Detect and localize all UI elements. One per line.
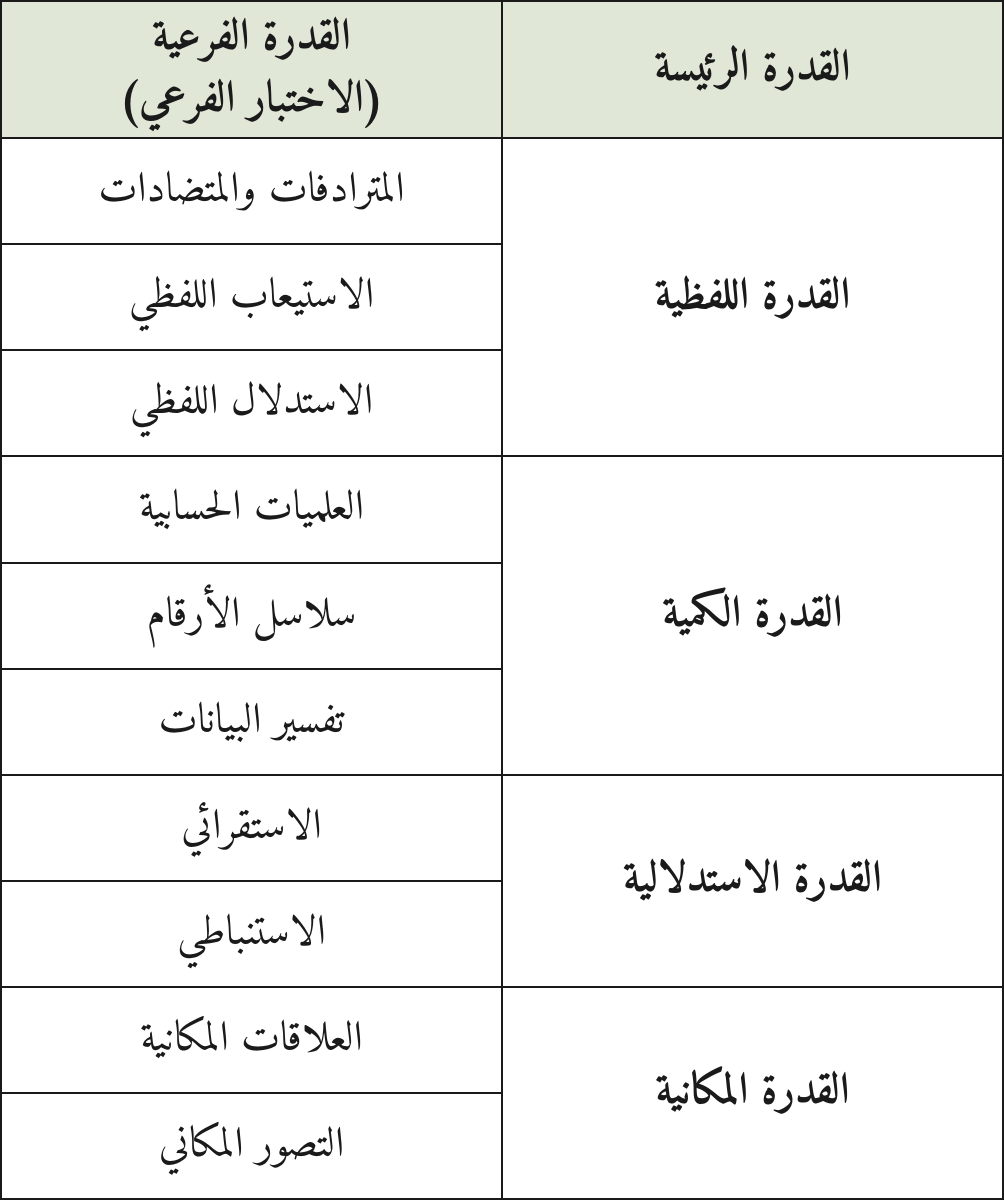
sub-ability-cell: سلاسل الأرقام	[1, 563, 502, 669]
sub-ability-cell: المترادفات والمتضادات	[1, 138, 502, 244]
col-header-sub-line1: القدرة الفرعية	[12, 8, 491, 70]
abilities-table: القدرة الرئيسة القدرة الفرعية (الاختبار …	[0, 0, 1004, 1200]
sub-ability-cell: الاستدلال اللفظي	[1, 350, 502, 456]
col-header-main: القدرة الرئيسة	[502, 1, 1003, 138]
sub-ability-cell: الاستنباطي	[1, 881, 502, 987]
sub-ability-cell: العلميات الحسابية	[1, 456, 502, 562]
main-ability-cell: القدرة الكمية	[502, 456, 1003, 774]
col-header-sub: القدرة الفرعية (الاختبار الفرعي)	[1, 1, 502, 138]
sub-ability-cell: تفسير البيانات	[1, 669, 502, 775]
col-header-sub-line2: (الاختبار الفرعي)	[12, 70, 491, 132]
sub-ability-cell: العلاقات المكانية	[1, 987, 502, 1093]
main-ability-cell: القدرة المكانية	[502, 987, 1003, 1199]
table-row: القدرة الكمية العلميات الحسابية	[1, 456, 1003, 562]
table-row: القدرة المكانية العلاقات المكانية	[1, 987, 1003, 1093]
main-ability-cell: القدرة الاستدلالية	[502, 775, 1003, 987]
main-ability-cell: القدرة اللفظية	[502, 138, 1003, 456]
table-row: القدرة الاستدلالية الاستقرائي	[1, 775, 1003, 881]
sub-ability-cell: التصور المكاني	[1, 1093, 502, 1199]
table-header-row: القدرة الرئيسة القدرة الفرعية (الاختبار …	[1, 1, 1003, 138]
sub-ability-cell: الاستقرائي	[1, 775, 502, 881]
table-row: القدرة اللفظية المترادفات والمتضادات	[1, 138, 1003, 244]
sub-ability-cell: الاستيعاب اللفظي	[1, 244, 502, 350]
